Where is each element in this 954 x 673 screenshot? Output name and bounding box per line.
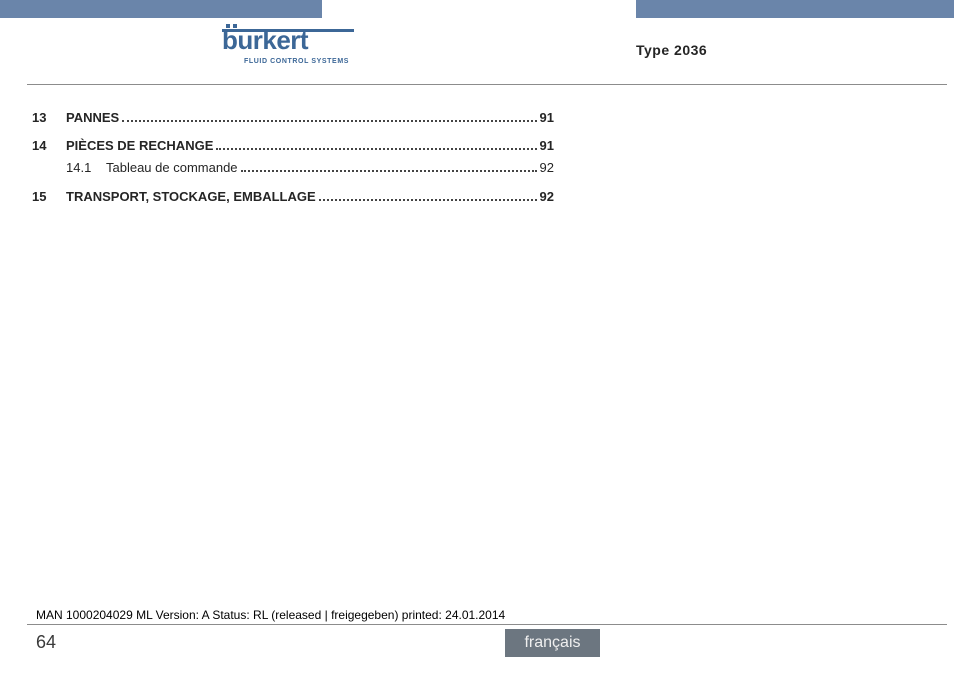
- header-divider: [27, 84, 947, 85]
- toc-title: Tableau de commande: [106, 160, 238, 175]
- toc-number: 13: [32, 110, 66, 125]
- toc-row[interactable]: 14.1 Tableau de commande 92: [32, 160, 554, 175]
- header-bar-right: [636, 0, 954, 18]
- toc-page: 92: [540, 160, 554, 175]
- logo-text: burkert: [222, 25, 308, 55]
- page-number: 64: [36, 632, 56, 653]
- toc-page: 91: [540, 110, 554, 125]
- language-tab: français: [505, 629, 600, 657]
- toc-title: TRANSPORT, STOCKAGE, EMBALLAGE: [66, 189, 316, 204]
- release-line: MAN 1000204029 ML Version: A Status: RL …: [36, 608, 505, 622]
- toc-number: 14.1: [66, 160, 106, 175]
- toc-number: 14: [32, 138, 66, 153]
- toc-leader: [216, 148, 536, 150]
- type-label: Type 2036: [636, 42, 707, 58]
- toc-title: PANNES: [66, 110, 119, 125]
- toc-row[interactable]: 14 PIÈCES DE RECHANGE 91: [32, 138, 554, 153]
- toc-row[interactable]: 13 PANNES 91: [32, 110, 554, 125]
- toc-page: 91: [540, 138, 554, 153]
- toc-page: 92: [540, 189, 554, 204]
- table-of-contents: 13 PANNES 91 14 PIÈCES DE RECHANGE 91 14…: [32, 110, 554, 217]
- toc-number: 15: [32, 189, 66, 204]
- release-underline: [27, 624, 947, 625]
- logo-subtitle: FLUID CONTROL SYSTEMS: [244, 58, 349, 65]
- toc-title: PIÈCES DE RECHANGE: [66, 138, 213, 153]
- toc-leader: [241, 170, 537, 172]
- toc-row[interactable]: 15 TRANSPORT, STOCKAGE, EMBALLAGE 92: [32, 189, 554, 204]
- header-bar-left: [0, 0, 322, 18]
- toc-leader: [122, 120, 536, 122]
- toc-leader: [319, 199, 537, 201]
- logo: burkert: [222, 27, 364, 54]
